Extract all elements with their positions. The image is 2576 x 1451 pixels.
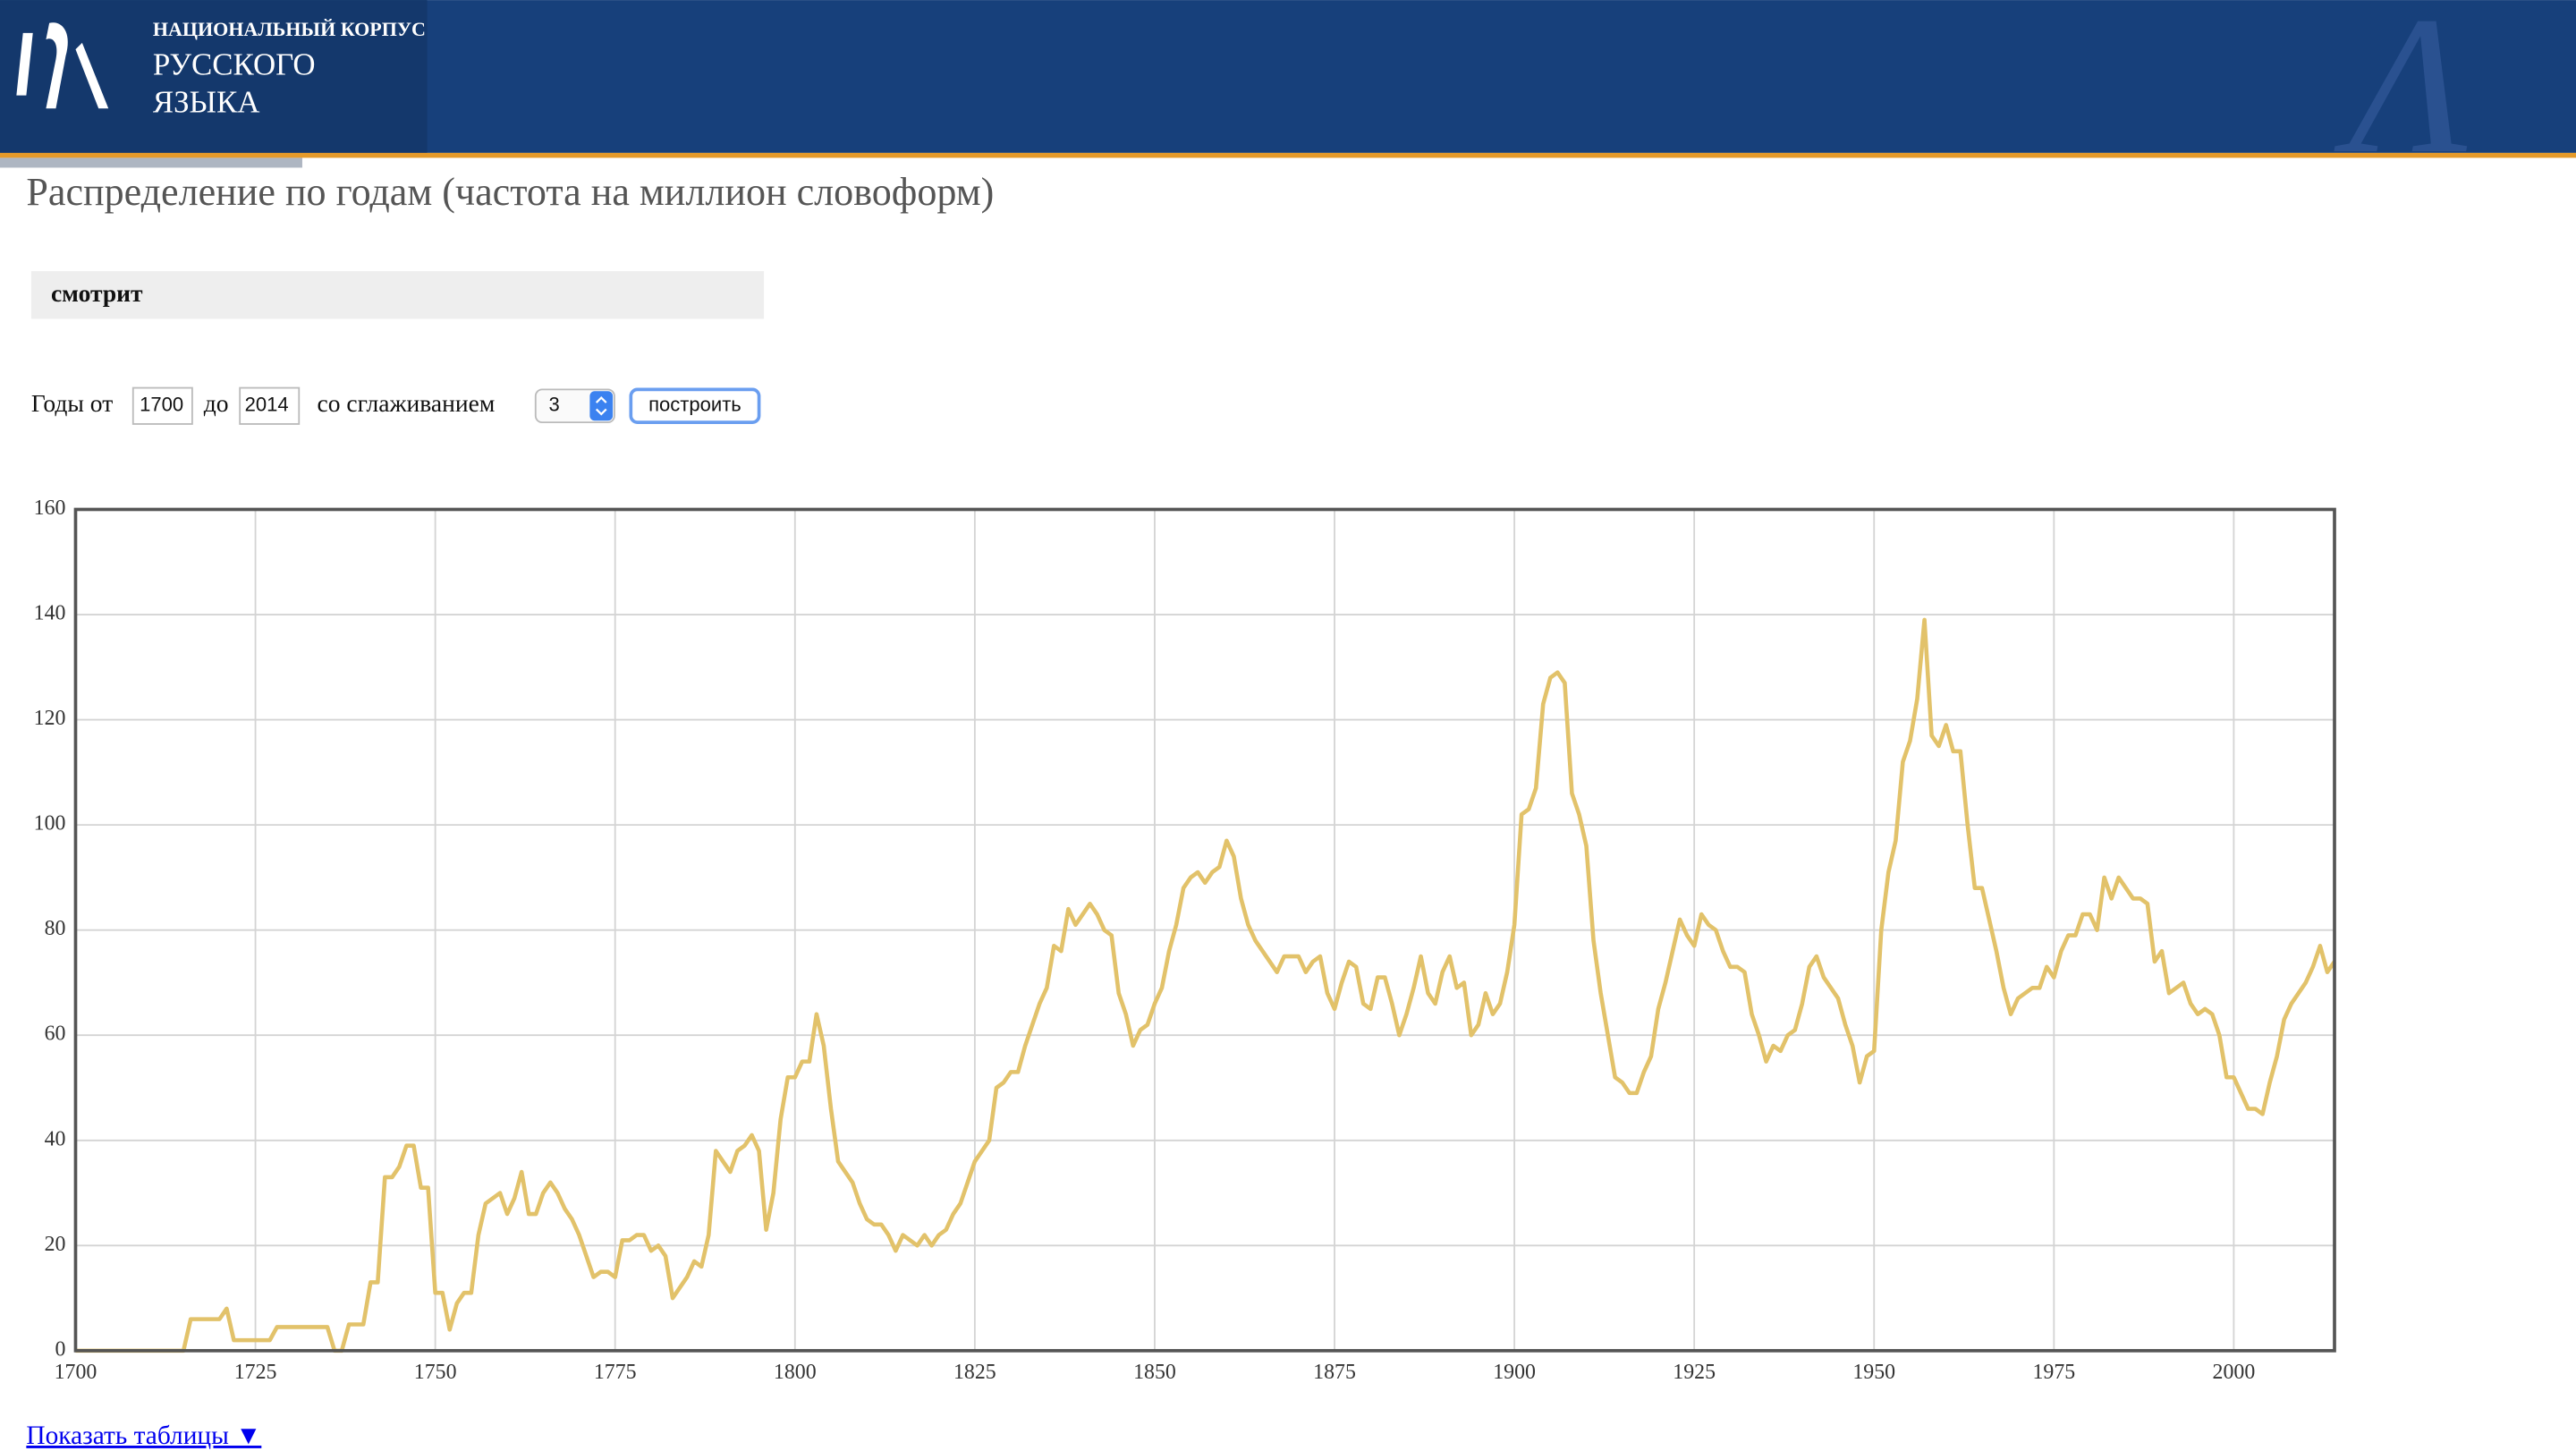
build-button[interactable]: [629, 387, 761, 424]
y-tick-label: 40: [45, 1127, 66, 1150]
select-value[interactable]: 3: [548, 394, 559, 416]
legend-label: смотрит: [51, 279, 143, 307]
show-tables-link[interactable]: Показать таблицы ▼: [26, 1421, 261, 1450]
x-tick-label: 1850: [1133, 1361, 1176, 1384]
header-text: ЯЗЫКА: [153, 85, 260, 120]
y-tick-label: 160: [34, 496, 66, 520]
x-tick-label: 1700: [55, 1361, 97, 1384]
form-label: Годы от: [31, 389, 113, 417]
form-label: до: [204, 389, 229, 417]
y-tick-label: 0: [55, 1337, 66, 1361]
x-tick-label: 1725: [234, 1361, 277, 1384]
x-tick-label: 1925: [1673, 1361, 1716, 1384]
header-text: НАЦИОНАЛЬНЫЙ КОРПУС: [153, 18, 426, 40]
logo: [16, 22, 109, 109]
y-tick-label: 20: [45, 1233, 66, 1256]
select-arrow: [589, 391, 614, 421]
build-button-label[interactable]: построить: [648, 394, 741, 416]
x-tick-label: 1750: [414, 1361, 457, 1384]
y-tick-label: 140: [34, 602, 66, 625]
y-tick-label: 100: [34, 812, 66, 836]
x-tick-label: 2000: [2213, 1361, 2256, 1384]
x-tick-label: 1950: [1852, 1361, 1895, 1384]
header-accent: [0, 152, 2576, 158]
select-arrow-icon: [595, 396, 607, 416]
x-tick-label: 1900: [1493, 1361, 1536, 1384]
y-tick-label: 120: [34, 707, 66, 730]
form-label: со сглаживанием: [317, 389, 495, 417]
x-tick-label: 1775: [594, 1361, 637, 1384]
input-from[interactable]: [131, 386, 193, 425]
x-tick-label: 1800: [774, 1361, 817, 1384]
plot-border: [73, 507, 2336, 1353]
input-to[interactable]: [239, 386, 301, 425]
legend-box: [30, 271, 765, 319]
header-logo-bg: [0, 0, 428, 153]
x-tick-label: 1825: [953, 1361, 996, 1384]
y-tick-label: 60: [45, 1022, 66, 1046]
header-bar: [0, 0, 2576, 153]
header-watermark: Λ: [2334, 0, 2469, 194]
x-tick-label: 1875: [1313, 1361, 1356, 1384]
header-text: РУССКОГО: [153, 47, 316, 81]
input-from-value[interactable]: 1700: [140, 394, 183, 416]
x-tick-label: 1975: [2032, 1361, 2075, 1384]
y-tick-label: 80: [45, 917, 66, 940]
data-line: [75, 617, 2336, 1353]
chart-title: Распределение по годам (частота на милли…: [26, 170, 994, 214]
input-to-value[interactable]: 2014: [245, 394, 289, 416]
plot: 0 20 40 60 80 100 120 140 160 1700 1725 1750 1775 180…: [34, 496, 2336, 1384]
header-under-logo: [0, 157, 302, 168]
